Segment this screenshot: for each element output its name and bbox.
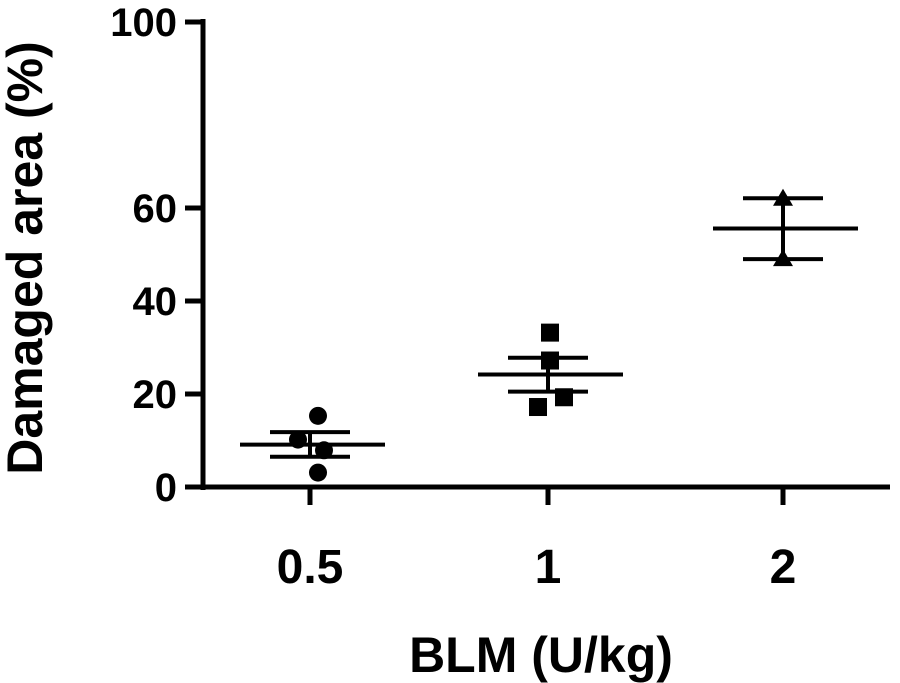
x-tick-label: 0.5 [277,541,344,594]
y-axis-title: Damaged area (%) [0,41,53,475]
group-1 [478,323,623,417]
chart-marks [240,188,858,482]
data-point [541,323,559,342]
data-point [289,430,307,449]
data-point [315,441,333,460]
y-tick-label: 0 [155,466,177,510]
axes: 0 20 40 60 100 0.5 1 2 [110,1,890,594]
y-tick-label: 20 [133,373,178,417]
y-tick-label: 100 [110,1,177,45]
y-tick-label: 40 [133,280,178,324]
data-point [555,388,573,407]
x-tick-label: 2 [770,541,797,594]
data-point [773,188,793,206]
data-point [309,406,327,425]
group-0.5 [240,406,385,482]
x-axis-title: BLM (U/kg) [409,627,673,683]
data-point [773,249,793,267]
data-point [529,398,547,417]
x-tick-label: 1 [535,541,562,594]
group-2 [713,188,858,267]
data-point [541,351,559,370]
data-point [309,463,327,482]
y-tick-label: 60 [133,187,178,231]
